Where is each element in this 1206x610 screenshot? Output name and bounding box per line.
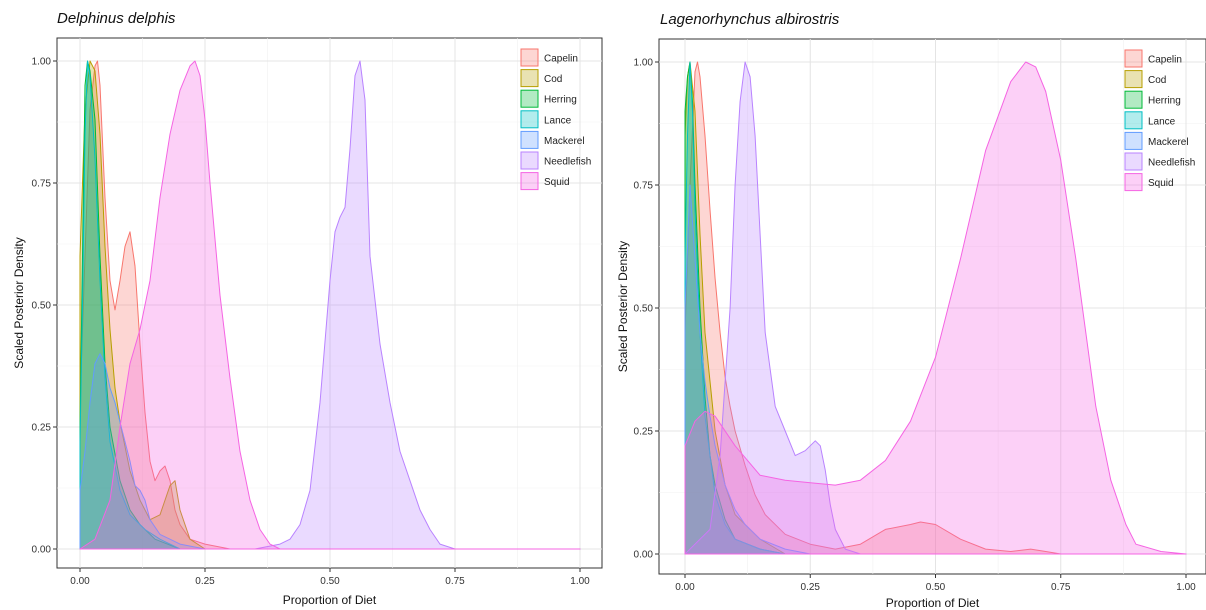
legend-label: Mackerel — [544, 136, 585, 147]
x-tick-label: 0.00 — [675, 582, 695, 593]
x-tick-label: 0.75 — [1051, 582, 1071, 593]
legend-key-cod — [520, 69, 539, 88]
legend-key-mackerel — [1124, 131, 1143, 150]
legend-key-mackerel — [520, 130, 539, 149]
y-tick-label: 0.50 — [32, 301, 52, 312]
legend: Capelin Cod Herring Lance Mackerel Needlefish… — [1124, 49, 1195, 192]
density-mackerel — [684, 184, 1187, 555]
density-cod — [79, 60, 581, 550]
y-tick-label: 0.00 — [32, 545, 52, 556]
x-axis-label: Proportion of Diet — [283, 593, 377, 607]
x-tick-label: 1.00 — [570, 576, 590, 587]
x-tick-label: 0.75 — [445, 576, 465, 587]
panel-title: Delphinus delphis — [57, 10, 176, 27]
density-lance — [684, 61, 1187, 555]
legend-key-herring — [1124, 90, 1143, 109]
density-needlefish — [79, 60, 581, 550]
legend-label: Cod — [544, 74, 562, 85]
x-axis-label: Proportion of Diet — [886, 596, 980, 610]
y-tick-label: 0.25 — [634, 427, 654, 438]
legend-key-capelin — [1124, 49, 1143, 68]
y-tick-label: 1.00 — [634, 58, 654, 69]
legend-label: Squid — [544, 177, 570, 188]
density-capelin — [684, 61, 1187, 555]
legend-label: Herring — [544, 95, 577, 106]
legend-key-capelin — [520, 48, 539, 67]
x-tick-label: 0.50 — [320, 576, 340, 587]
y-tick-label: 1.00 — [32, 57, 52, 68]
series-areas — [684, 61, 1187, 555]
y-axis-label: Scaled Posterior Density — [12, 237, 26, 368]
x-axis: 0.00 0.25 0.50 0.75 1.00 — [675, 574, 1196, 593]
x-tick-label: 0.00 — [70, 576, 90, 587]
y-tick-label: 0.25 — [32, 423, 52, 434]
plot-area — [658, 38, 1206, 575]
legend-key-squid — [520, 172, 539, 191]
legend-label: Lance — [1148, 116, 1176, 127]
legend-key-needlefish — [1124, 152, 1143, 171]
legend-label: Cod — [1148, 75, 1166, 86]
y-tick-label: 0.50 — [634, 304, 654, 315]
density-squid — [79, 60, 581, 550]
x-tick-label: 0.50 — [926, 582, 946, 593]
legend-key-cod — [1124, 70, 1143, 89]
y-tick-label: 0.75 — [32, 179, 52, 190]
legend-key-lance — [1124, 111, 1143, 130]
y-axis-label: Scaled Posterior Density — [616, 241, 630, 372]
legend-label: Needlefish — [544, 157, 591, 168]
legend-key-lance — [520, 110, 539, 129]
legend-label: Needlefish — [1148, 158, 1195, 169]
panel-title: Lagenorhynchus albirostris — [660, 11, 840, 28]
y-tick-label: 0.00 — [634, 550, 654, 561]
legend-key-squid — [1124, 173, 1143, 192]
density-squid — [684, 61, 1187, 555]
y-tick-label: 0.75 — [634, 181, 654, 192]
legend-label: Lance — [544, 115, 572, 126]
y-axis: 0.00 0.25 0.50 0.75 1.00 — [32, 57, 57, 556]
legend-key-needlefish — [520, 151, 539, 170]
density-capelin — [79, 60, 581, 550]
legend-label: Capelin — [544, 54, 578, 65]
x-axis: 0.00 0.25 0.50 0.75 1.00 — [70, 568, 590, 587]
x-tick-label: 0.25 — [195, 576, 215, 587]
density-lance — [79, 60, 581, 550]
legend-label: Capelin — [1148, 55, 1182, 66]
legend-label: Mackerel — [1148, 137, 1189, 148]
y-axis: 0.00 0.25 0.50 0.75 1.00 — [634, 58, 659, 561]
x-tick-label: 0.25 — [801, 582, 821, 593]
legend: Capelin Cod Herring Lance Mackerel Needlefish… — [520, 48, 591, 191]
legend-label: Herring — [1148, 96, 1181, 107]
series-areas — [79, 60, 581, 550]
x-tick-label: 1.00 — [1176, 582, 1196, 593]
legend-label: Squid — [1148, 178, 1174, 189]
density-needlefish — [684, 61, 1187, 555]
density-mackerel — [79, 353, 581, 550]
legend-key-herring — [520, 89, 539, 108]
